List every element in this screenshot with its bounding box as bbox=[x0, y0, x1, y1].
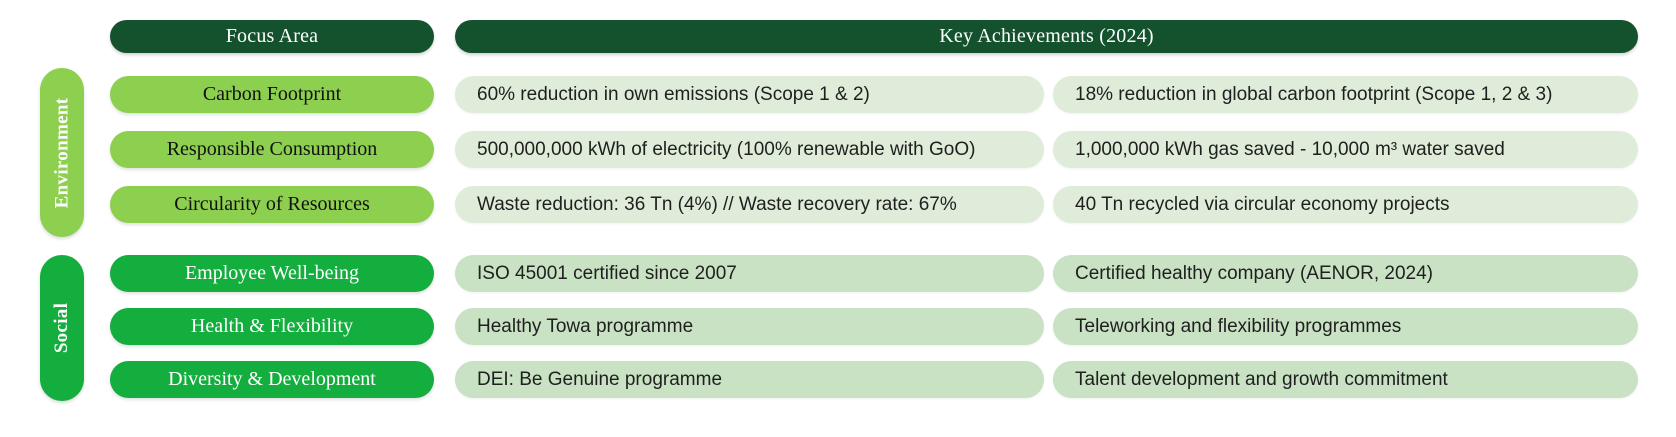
table-row: Employee Well-being ISO 45001 certified … bbox=[0, 255, 1676, 292]
focus-pill-carbon-footprint: Carbon Footprint bbox=[110, 76, 434, 113]
achievement-pill: Teleworking and flexibility programmes bbox=[1053, 308, 1638, 345]
achievement-pill: Healthy Towa programme bbox=[455, 308, 1044, 345]
table-row: Diversity & Development DEI: Be Genuine … bbox=[0, 361, 1676, 398]
table-row: Carbon Footprint 60% reduction in own em… bbox=[0, 76, 1676, 113]
achievement-pill: Talent development and growth commitment bbox=[1053, 361, 1638, 398]
focus-pill-health-flexibility: Health & Flexibility bbox=[110, 308, 434, 345]
achievement-pill: 40 Tn recycled via circular economy proj… bbox=[1053, 186, 1638, 223]
key-achievements-header: Key Achievements (2024) bbox=[455, 20, 1638, 53]
achievement-pill: 18% reduction in global carbon footprint… bbox=[1053, 76, 1638, 113]
table-row: Responsible Consumption 500,000,000 kWh … bbox=[0, 131, 1676, 168]
environment-section-tab: Environment bbox=[40, 68, 84, 237]
achievement-pill: Certified healthy company (AENOR, 2024) bbox=[1053, 255, 1638, 292]
table-row: Circularity of Resources Waste reduction… bbox=[0, 186, 1676, 223]
achievement-pill: Waste reduction: 36 Tn (4%) // Waste rec… bbox=[455, 186, 1044, 223]
table-row: Health & Flexibility Healthy Towa progra… bbox=[0, 308, 1676, 345]
social-section-tab: Social bbox=[40, 255, 84, 401]
achievement-pill: DEI: Be Genuine programme bbox=[455, 361, 1044, 398]
focus-pill-diversity-development: Diversity & Development bbox=[110, 361, 434, 398]
achievement-pill: 60% reduction in own emissions (Scope 1 … bbox=[455, 76, 1044, 113]
achievement-pill: 500,000,000 kWh of electricity (100% ren… bbox=[455, 131, 1044, 168]
focus-area-header: Focus Area bbox=[110, 20, 434, 53]
achievement-pill: ISO 45001 certified since 2007 bbox=[455, 255, 1044, 292]
focus-pill-employee-well-being: Employee Well-being bbox=[110, 255, 434, 292]
achievement-pill: 1,000,000 kWh gas saved - 10,000 m³ wate… bbox=[1053, 131, 1638, 168]
focus-pill-circularity-of-resources: Circularity of Resources bbox=[110, 186, 434, 223]
focus-pill-responsible-consumption: Responsible Consumption bbox=[110, 131, 434, 168]
